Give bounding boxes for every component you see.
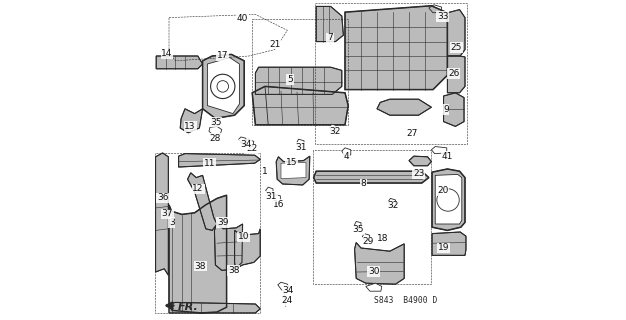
Text: 36: 36 bbox=[157, 193, 168, 202]
Text: 34: 34 bbox=[282, 286, 294, 295]
Polygon shape bbox=[366, 283, 382, 291]
Polygon shape bbox=[281, 163, 306, 179]
Polygon shape bbox=[276, 156, 310, 185]
Polygon shape bbox=[314, 171, 429, 183]
Text: FR.: FR. bbox=[178, 302, 198, 312]
Polygon shape bbox=[448, 10, 465, 56]
Text: 33: 33 bbox=[437, 12, 448, 21]
Text: 3: 3 bbox=[169, 218, 175, 227]
Text: 38: 38 bbox=[228, 266, 239, 275]
Text: S843  B4900 D: S843 B4900 D bbox=[374, 296, 437, 305]
Text: 14: 14 bbox=[162, 49, 173, 58]
Text: 15: 15 bbox=[286, 158, 297, 167]
Polygon shape bbox=[180, 109, 203, 133]
Text: 5: 5 bbox=[287, 75, 293, 84]
Polygon shape bbox=[215, 224, 243, 270]
Polygon shape bbox=[432, 169, 465, 230]
Circle shape bbox=[437, 189, 459, 211]
Polygon shape bbox=[252, 86, 348, 125]
Text: 9: 9 bbox=[443, 105, 449, 114]
Polygon shape bbox=[409, 156, 431, 166]
Polygon shape bbox=[435, 174, 462, 224]
Polygon shape bbox=[444, 93, 464, 126]
Text: 31: 31 bbox=[265, 192, 277, 201]
Text: 32: 32 bbox=[387, 201, 399, 210]
Polygon shape bbox=[388, 198, 396, 206]
Text: 31: 31 bbox=[295, 143, 307, 152]
Polygon shape bbox=[169, 302, 260, 313]
Text: 38: 38 bbox=[195, 262, 206, 271]
Polygon shape bbox=[169, 195, 227, 313]
Polygon shape bbox=[203, 54, 244, 118]
Polygon shape bbox=[448, 56, 465, 93]
Text: 21: 21 bbox=[269, 40, 280, 49]
Text: 27: 27 bbox=[406, 129, 418, 138]
Text: 1: 1 bbox=[262, 167, 267, 176]
Text: 18: 18 bbox=[377, 234, 389, 243]
Text: 29: 29 bbox=[362, 237, 374, 246]
Polygon shape bbox=[156, 56, 203, 69]
Text: 22: 22 bbox=[246, 144, 257, 153]
Polygon shape bbox=[354, 221, 361, 229]
Polygon shape bbox=[155, 153, 168, 275]
Text: 7: 7 bbox=[327, 33, 333, 42]
Text: 37: 37 bbox=[162, 209, 173, 218]
Text: 35: 35 bbox=[210, 118, 222, 127]
Text: 13: 13 bbox=[185, 122, 196, 131]
Text: 23: 23 bbox=[413, 169, 424, 178]
Polygon shape bbox=[330, 124, 336, 132]
Polygon shape bbox=[342, 148, 351, 156]
Polygon shape bbox=[296, 139, 304, 148]
Polygon shape bbox=[265, 187, 273, 195]
Text: 24: 24 bbox=[282, 296, 293, 305]
Polygon shape bbox=[278, 282, 290, 293]
Polygon shape bbox=[207, 58, 239, 114]
Text: 4: 4 bbox=[344, 152, 349, 161]
Polygon shape bbox=[255, 67, 342, 94]
Polygon shape bbox=[362, 234, 369, 242]
Text: 20: 20 bbox=[437, 186, 449, 195]
Text: 26: 26 bbox=[448, 69, 459, 78]
Text: 30: 30 bbox=[368, 267, 379, 276]
Polygon shape bbox=[188, 173, 217, 230]
Polygon shape bbox=[431, 147, 447, 154]
Polygon shape bbox=[354, 243, 404, 284]
Polygon shape bbox=[345, 6, 448, 90]
Text: 10: 10 bbox=[238, 232, 249, 241]
Text: 28: 28 bbox=[210, 134, 221, 143]
Text: 40: 40 bbox=[237, 14, 249, 23]
Polygon shape bbox=[377, 99, 431, 115]
Text: 39: 39 bbox=[217, 218, 228, 227]
Polygon shape bbox=[273, 195, 280, 202]
Text: 16: 16 bbox=[274, 200, 285, 209]
Text: 12: 12 bbox=[192, 184, 204, 193]
Polygon shape bbox=[243, 139, 254, 148]
Text: 41: 41 bbox=[442, 152, 453, 161]
Text: 8: 8 bbox=[361, 180, 366, 188]
Text: 25: 25 bbox=[451, 43, 462, 52]
Text: 34: 34 bbox=[240, 140, 252, 149]
Text: 17: 17 bbox=[217, 52, 228, 60]
Text: 19: 19 bbox=[438, 244, 449, 252]
Text: 35: 35 bbox=[352, 225, 364, 234]
Polygon shape bbox=[178, 154, 260, 167]
Polygon shape bbox=[235, 229, 260, 269]
Circle shape bbox=[210, 74, 235, 99]
Text: 11: 11 bbox=[204, 159, 216, 168]
Polygon shape bbox=[316, 6, 344, 42]
Polygon shape bbox=[432, 232, 466, 255]
Text: 32: 32 bbox=[330, 127, 341, 136]
